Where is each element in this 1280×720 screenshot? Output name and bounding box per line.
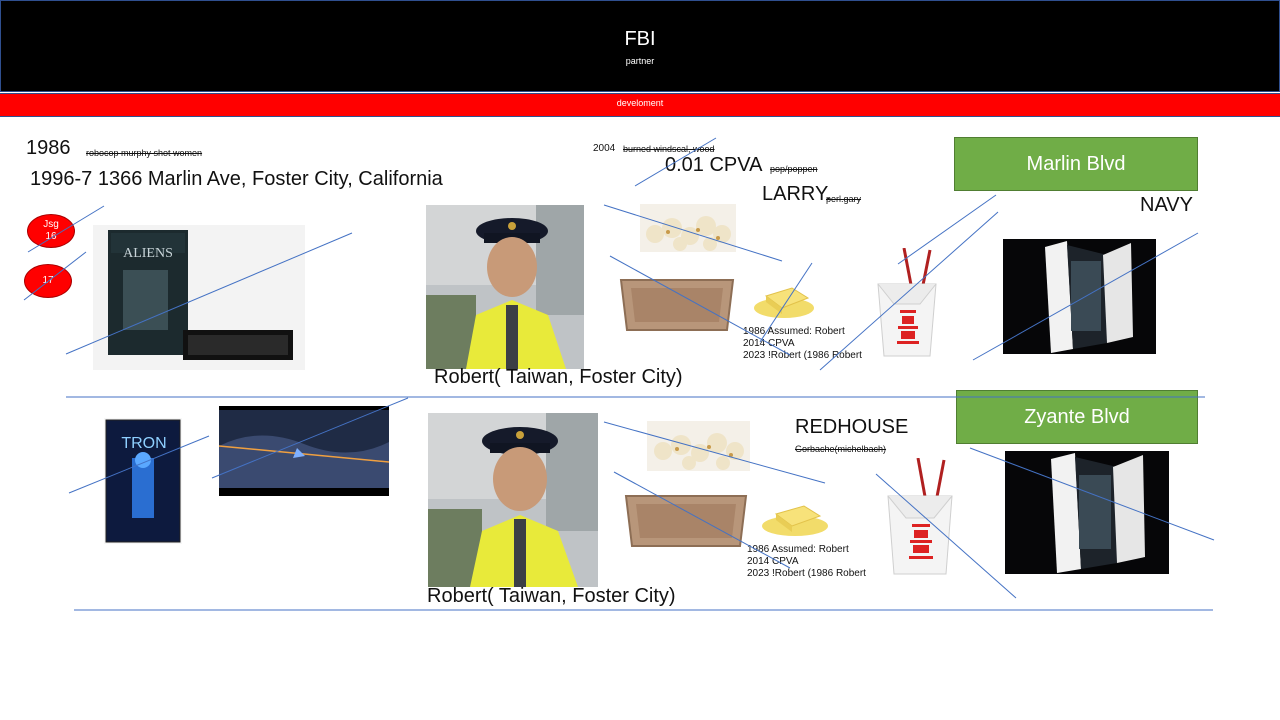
year-1986: 1986 <box>26 137 71 159</box>
note-line: 2014 CPVA <box>747 556 799 567</box>
circle-label-top: Jsg <box>43 219 59 230</box>
header-bar <box>0 0 1280 92</box>
popcorn-image <box>647 421 750 471</box>
svg-text:TRON: TRON <box>121 435 166 452</box>
note-line: 2023 !Robert (1986 Robert <box>743 350 862 361</box>
popcorn-image <box>640 204 736 252</box>
note-line: 2014 CPVA <box>743 338 795 349</box>
video-frame-image <box>219 406 389 496</box>
cpva-note: pop/poppen <box>770 164 818 174</box>
redhouse-note: Gorbache(michelbach) <box>795 444 887 454</box>
butter-image <box>752 278 816 320</box>
header-subtitle: partner <box>625 56 655 66</box>
caption-row2: Robert( Taiwan, Foster City) <box>427 585 676 607</box>
header-title: FBI <box>624 28 656 50</box>
note-2004: burned windscal, wood <box>623 144 715 154</box>
baking-pan-image <box>620 490 752 552</box>
aliens-vhs-image: ALIENS <box>93 225 305 370</box>
note-line: 2023 !Robert (1986 Robert <box>747 568 866 579</box>
circle-label: 17 <box>42 275 54 286</box>
svg-text:ALIENS: ALIENS <box>123 246 173 261</box>
banner-bar <box>0 93 1280 117</box>
officer-photo <box>426 205 584 369</box>
notes-block-1: 1986 Assumed: Robert 2014 CPVA 2023 !Rob… <box>743 326 862 362</box>
year-2004: 2004 <box>593 143 616 154</box>
phone-case-image <box>1003 239 1156 354</box>
circle-badge-16: Jsg 16 <box>27 214 75 248</box>
baking-pan-image <box>615 274 739 336</box>
cpva-text: 0.01 CPVA <box>665 154 763 176</box>
note-1986: robocop murphy shot women <box>86 148 203 158</box>
circle-badge-17: 17 <box>24 264 72 298</box>
redhouse-text: REDHOUSE <box>795 416 909 438</box>
takeout-box-image <box>874 248 940 360</box>
navy-text: NAVY <box>1140 194 1193 216</box>
zyante-blvd-box: Zyante Blvd <box>956 390 1198 444</box>
banner-text: develoment <box>616 98 664 108</box>
note-line: 1986 Assumed: Robert <box>743 326 845 337</box>
note-line: 1986 Assumed: Robert <box>747 544 849 555</box>
caption-row1: Robert( Taiwan, Foster City) <box>434 366 683 388</box>
larry-note: perl.gary <box>826 194 862 204</box>
marlin-blvd-box: Marlin Blvd <box>954 137 1198 191</box>
butter-image <box>760 496 830 538</box>
tron-vhs-image: TRON <box>104 418 182 544</box>
officer-photo <box>428 413 598 587</box>
notes-block-2: 1986 Assumed: Robert 2014 CPVA 2023 !Rob… <box>747 544 866 580</box>
takeout-box-image <box>884 458 956 578</box>
phone-case-image <box>1005 451 1169 574</box>
larry-text: LARRY. <box>762 183 832 205</box>
circle-label-bottom: 16 <box>45 231 57 242</box>
address-text: 1996-7 1366 Marlin Ave, Foster City, Cal… <box>30 168 443 190</box>
